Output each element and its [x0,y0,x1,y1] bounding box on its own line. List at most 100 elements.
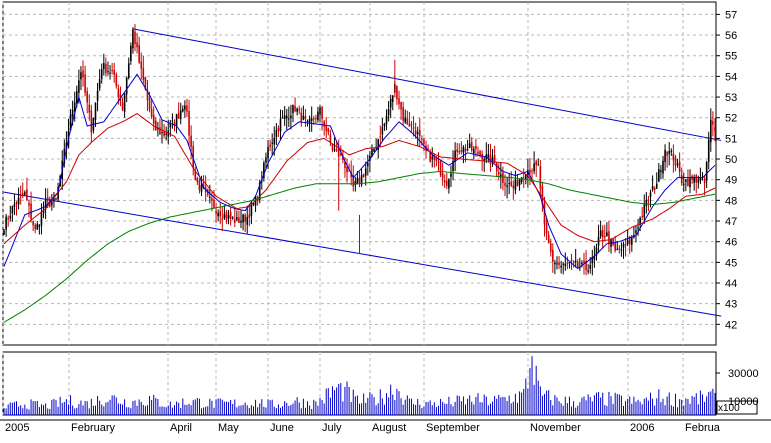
candle-body-192 [402,107,404,121]
candle-body-242 [506,185,508,187]
candle-body-240 [502,172,504,184]
candle-body-63 [134,31,136,45]
candle-body-314 [655,183,658,189]
candle-body-83 [175,114,178,127]
candle-body-170 [356,177,359,185]
candle-body-7 [17,197,20,205]
candle-body-120 [252,203,255,205]
candle-body-133 [279,119,282,132]
candle-body-260 [543,203,546,225]
candle-body-57 [121,102,124,110]
candle-body-58 [123,93,126,112]
price-tick-label-51: 51 [725,133,737,145]
price-tick-label-47: 47 [725,216,737,228]
candle-body-229 [479,151,481,155]
candle-body-137 [288,118,290,120]
candle-body-215 [450,173,452,177]
candle-body-311 [649,192,652,198]
candle-body-220 [460,150,463,152]
candle-body-146 [306,120,309,122]
candle-body-298 [622,244,625,248]
candle-body-328 [685,179,687,182]
candle-body-294 [614,242,616,251]
price-tick-label-44: 44 [725,278,737,290]
candle-body-251 [524,174,527,180]
moving-average-short [3,73,716,270]
candle-body-118 [248,214,251,218]
price-tick-label-45: 45 [725,257,737,269]
candle-body-258 [539,166,542,189]
candle-body-272 [568,262,571,264]
candle-body-35 [75,91,78,104]
x-axis-label-4: June [270,422,294,434]
candle-body-287 [599,230,602,237]
x-axis-label-5: July [322,422,342,434]
candle-body-219 [458,150,461,153]
candle-body-130 [273,138,276,145]
candle-body-128 [269,144,271,147]
candle-body-48 [103,63,105,69]
candle-body-302 [631,237,633,245]
candle-body-271 [566,263,569,265]
candle-body-283 [591,256,594,264]
candle-body-29 [63,148,66,164]
candle-body-193 [404,117,407,123]
candle-body-14 [32,221,34,226]
candle-body-208 [435,157,438,161]
candle-body-71 [150,109,153,117]
candle-body-277 [579,267,581,269]
candle-body-159 [333,149,336,151]
candle-body-113 [238,217,240,223]
candle-body-263 [549,243,552,252]
candle-body-198 [414,130,417,135]
candle-body-144 [302,115,305,120]
candle-body-51 [109,72,111,74]
volume-panel: 10000 30000 x100 2005 February April May June Ju… [0,351,771,434]
candle-body-75 [159,127,161,135]
candle-body-261 [545,223,548,234]
candle-body-279 [583,260,585,264]
candle-body-309 [645,200,648,206]
candle-body-335 [699,177,702,181]
candle-body-150 [315,118,317,120]
candle-body-330 [689,178,691,188]
candle-body-47 [100,69,103,79]
candle-body-317 [662,160,664,174]
candle-body-85 [179,110,182,120]
candle-body-289 [603,235,606,238]
candle-body-195 [408,123,411,127]
x-axis-label-3: May [218,422,239,434]
candle-body-61 [130,45,132,62]
candle-body-199 [416,131,419,135]
candle-body-186 [389,98,392,108]
candle-body-297 [620,249,623,251]
volume-multiplier-label: x100 [718,403,740,414]
x-axis-label-0: 2005 [5,422,29,434]
candle-body-256 [535,161,537,165]
candle-body-42 [90,110,93,133]
candle-body-149 [312,118,315,120]
candle-body-13 [30,203,32,220]
candle-body-210 [439,159,442,176]
candle-body-243 [508,183,510,185]
candle-body-207 [433,154,436,161]
candle-body-77 [163,130,165,136]
candle-body-189 [396,85,398,100]
candle-body-222 [464,148,467,152]
candle-body-226 [473,148,475,154]
moving-average-long [3,170,716,323]
candle-body-254 [531,170,533,172]
candle-body-11 [26,189,28,201]
candle-body-241 [504,182,506,186]
candle-body-111 [233,219,236,223]
candle-body-293 [612,238,614,245]
candle-body-268 [560,265,562,268]
candle-body-264 [552,249,554,262]
price-tick-label-57: 57 [725,9,737,21]
candle-body-231 [483,159,486,162]
candle-body-70 [148,98,151,110]
candle-body-152 [319,107,321,115]
candle-body-68 [144,77,147,90]
candle-body-78 [165,133,167,135]
